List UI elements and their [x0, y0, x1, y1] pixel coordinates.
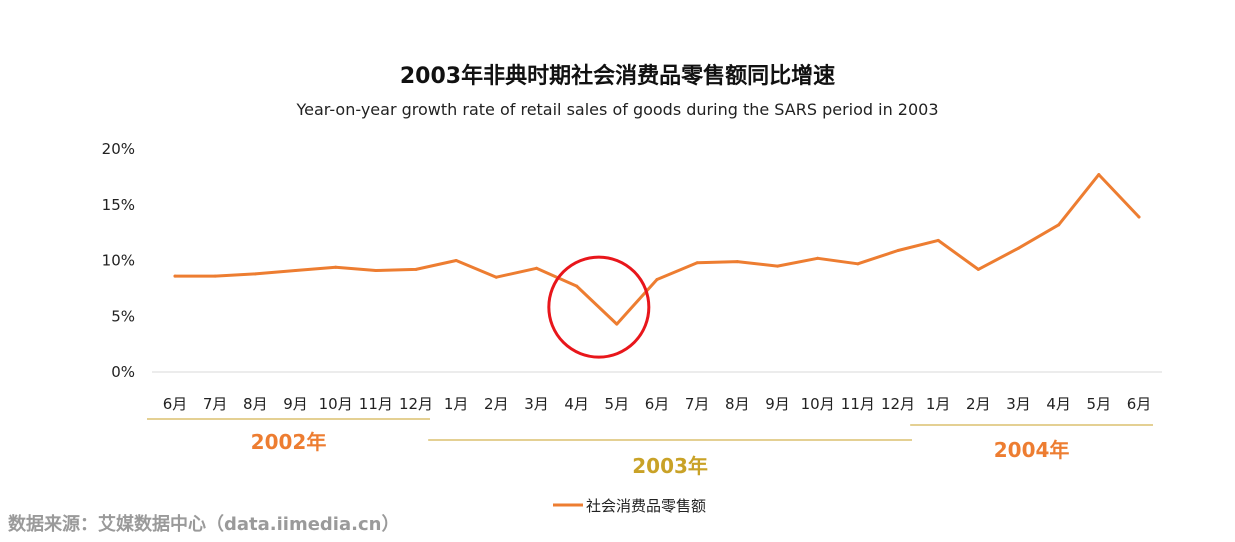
data-point [1057, 223, 1061, 227]
data-point [414, 267, 418, 271]
data-point [1137, 215, 1141, 219]
year-group-label: 2004年 [994, 438, 1070, 462]
data-point [454, 259, 458, 262]
data-point [655, 277, 659, 281]
x-tick-label: 12月 [881, 395, 915, 413]
y-tick-label: 15% [102, 196, 135, 214]
x-tick-label: 9月 [283, 395, 308, 413]
data-point [253, 272, 257, 276]
x-tick-label: 6月 [163, 395, 188, 413]
x-tick-label: 10月 [319, 395, 353, 413]
data-point [936, 238, 940, 242]
data-point [173, 274, 177, 278]
series-line [173, 173, 1141, 326]
x-tick-label: 8月 [243, 395, 268, 413]
x-tick-label: 5月 [605, 395, 630, 413]
x-tick-label: 11月 [359, 395, 393, 413]
year-group-label: 2003年 [632, 454, 708, 478]
data-point [816, 256, 820, 260]
data-point [856, 262, 860, 266]
data-point [896, 248, 900, 252]
x-tick-label: 12月 [399, 395, 433, 413]
chart-subtitle: Year-on-year growth rate of retail sales… [296, 100, 939, 119]
x-tick-label: 11月 [841, 395, 875, 413]
data-point [294, 269, 297, 273]
legend-label: 社会消费品零售额 [586, 497, 706, 515]
data-point [575, 284, 579, 288]
x-tick-label: 1月 [444, 395, 469, 413]
data-point [1017, 246, 1020, 250]
x-axis-labels: 6月 7月 8月 9月 10月 11月 12月 1月 2月 3月 4月 5月 6月 7月 8月 9月 10月 11… [163, 395, 1152, 413]
highlight-circle [547, 255, 651, 359]
x-tick-label: 10月 [801, 395, 835, 413]
x-tick-label: 2月 [484, 395, 509, 413]
x-tick-label: 3月 [524, 395, 549, 413]
y-tick-label: 10% [102, 252, 135, 270]
highlight-layer [547, 255, 651, 359]
x-tick-label: 2月 [966, 395, 991, 413]
x-tick-label: 6月 [645, 395, 670, 413]
data-point [1097, 173, 1101, 177]
chart-title: 2003年非典时期社会消费品零售额同比增速 [399, 64, 836, 89]
y-tick-label: 5% [111, 307, 135, 325]
x-tick-label: 9月 [765, 395, 790, 413]
x-tick-label: 6月 [1127, 395, 1152, 413]
data-point [976, 267, 980, 271]
data-point [776, 264, 779, 268]
x-tick-label: 4月 [1046, 395, 1071, 413]
data-point [735, 260, 739, 264]
legend: 社会消费品零售额 [553, 497, 706, 515]
data-point [494, 275, 498, 279]
x-tick-label: 4月 [564, 395, 589, 413]
y-tick-label: 20% [102, 140, 135, 158]
year-groups: 2002年 2003年 2004年 [147, 418, 1153, 478]
x-tick-label: 5月 [1087, 395, 1112, 413]
year-group-label: 2002年 [251, 430, 327, 454]
x-tick-label: 3月 [1006, 395, 1031, 413]
x-tick-label: 7月 [685, 395, 710, 413]
data-point [213, 274, 217, 278]
data-point [615, 322, 619, 326]
y-axis-labels: 0% 5% 10% 15% 20% [102, 140, 135, 381]
data-source: 数据来源：艾媒数据中心（data.iimedia.cn） [8, 514, 400, 535]
data-point [695, 261, 699, 265]
data-point [334, 265, 338, 269]
y-tick-label: 0% [111, 363, 135, 381]
series-lines [173, 173, 1141, 326]
data-point [374, 269, 378, 273]
data-point [535, 266, 538, 270]
x-tick-label: 8月 [725, 395, 750, 413]
x-tick-label: 1月 [926, 395, 951, 413]
x-tick-label: 7月 [203, 395, 228, 413]
